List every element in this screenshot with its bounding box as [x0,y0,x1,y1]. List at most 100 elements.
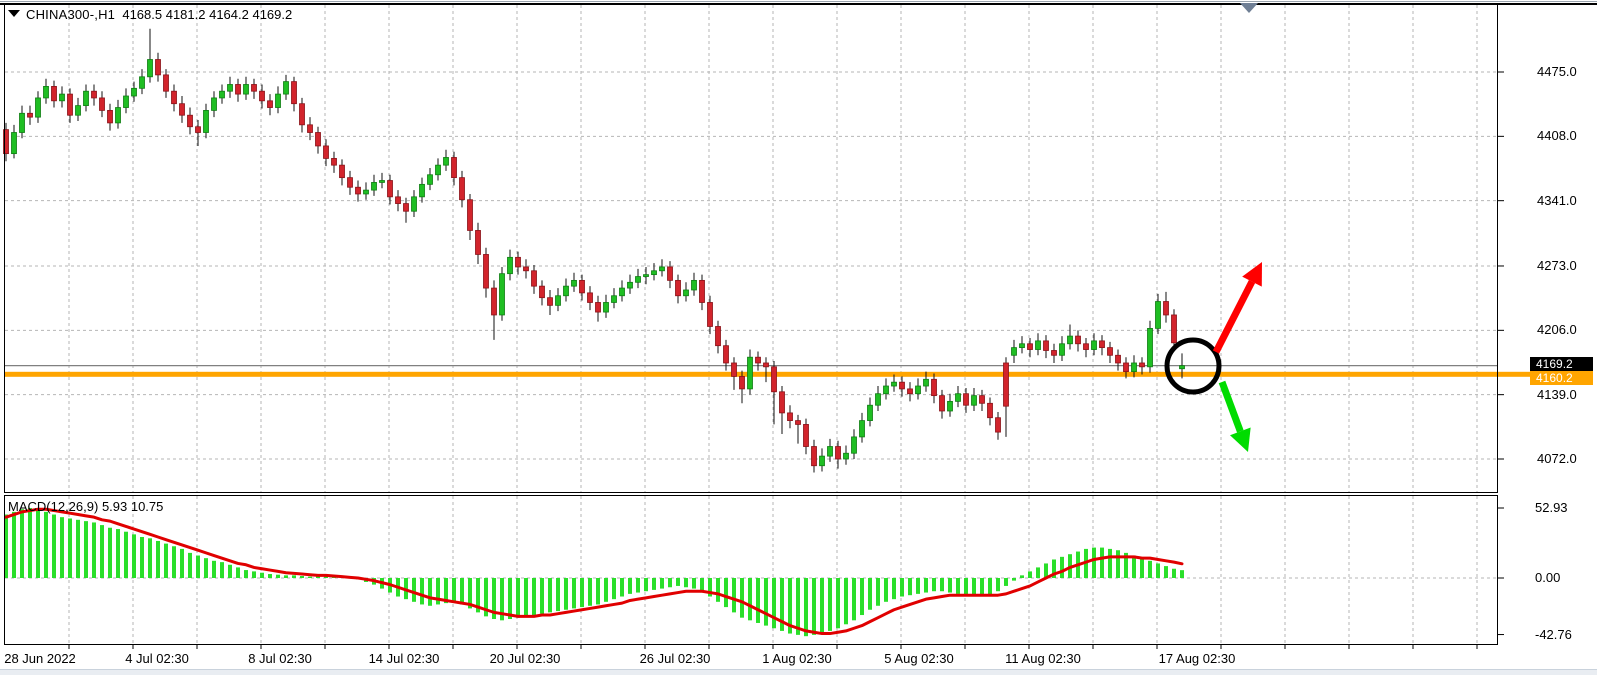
candle-body [139,76,145,89]
macd-histogram-bar [164,543,168,578]
candle-body [315,132,321,147]
time-axis-label: 26 Jul 02:30 [639,651,711,666]
candle-body [691,279,697,291]
candle-body [499,273,505,316]
candle-body [363,189,369,195]
candle-body [891,381,897,387]
chart-shift-marker[interactable] [1240,3,1258,13]
time-axis-label: 8 Jul 02:30 [248,651,312,666]
macd-histogram-bar [516,578,520,618]
time-axis-label: 14 Jul 02:30 [368,651,440,666]
candle-body [547,297,553,306]
symbol-period-label: CHINA300-,H1 [26,7,116,22]
candle-body [83,90,89,107]
macd-histogram-bar [804,578,808,637]
macd-histogram-bar [860,578,864,616]
candle-body [307,124,313,133]
window-bottom-edge [0,669,1597,675]
candle-body [43,86,49,99]
candle-body [243,84,249,95]
candle-body [131,87,137,97]
macd-histogram-bar [796,578,800,635]
macd-histogram-bar [732,578,736,613]
macd-histogram-bar [748,578,752,621]
candle-body [507,256,513,275]
candle-body [267,100,273,108]
macd-histogram-bar [900,578,904,597]
macd-histogram-bar [708,578,712,597]
candle-body [1075,335,1081,345]
candle-body [27,112,33,118]
candle-body [947,400,953,412]
macd-histogram-bar [444,578,448,604]
macd-histogram-bar [28,508,32,578]
candle-body [851,436,857,454]
candle-body [579,279,585,294]
candle-body [907,388,913,395]
macd-histogram-bar [420,578,424,605]
macd-histogram-bar [780,578,784,631]
candle-body [395,196,401,204]
macd-histogram-bar [676,578,680,586]
macd-histogram-bar [252,571,256,578]
macd-histogram-bar [156,540,160,578]
macd-name-label: MACD(12,26,9) [8,499,99,514]
candle-body [275,93,281,108]
macd-histogram-bar [700,578,704,593]
candle-body [803,424,809,447]
candle-body [107,110,113,124]
price-axis-label: 4273.0 [1537,257,1577,273]
macd-histogram-bar [476,578,480,613]
candle-body [1083,343,1089,350]
macd-histogram-bar [260,572,264,578]
macd-histogram-bar [612,578,616,600]
candle-body [763,362,769,368]
price-axis-label: 4341.0 [1537,192,1577,208]
macd-histogram-bar [876,578,880,606]
macd-histogram-bar [460,578,464,605]
macd-histogram-bar [36,510,40,578]
macd-histogram-bar [1044,563,1048,578]
candle-body [675,279,681,297]
candle-body [219,90,225,99]
macd-histogram-bar [1100,547,1104,578]
macd-histogram-bar [228,564,232,578]
bullish-arrow-annotation [1212,279,1256,354]
macd-histogram-bar [20,509,24,578]
candle-body [1163,301,1169,316]
macd-histogram-bar [100,525,104,578]
candle-body [67,93,73,116]
candle-body [875,393,881,406]
hline-price-badge: 4160.2 [1530,371,1593,385]
candle-body [979,395,985,404]
bearish-arrow-annotation [1218,380,1244,433]
macd-histogram-bar [68,518,72,578]
candle-body [1027,343,1033,350]
candle-body [1107,347,1113,356]
candle-body [643,274,649,277]
macd-histogram-bar [1020,575,1024,578]
macd-histogram-bar [76,519,80,578]
macd-histogram-bar [92,522,96,578]
macd-histogram-bar [268,574,272,578]
macd-histogram-bar [724,578,728,608]
macd-histogram-bar [308,576,312,578]
macd-histogram-bar [44,511,48,578]
candle-body [827,446,833,457]
candle-body [483,254,489,289]
symbol-dropdown-icon[interactable] [8,10,20,17]
macd-histogram-bar [572,578,576,609]
macd-histogram-bar [604,578,608,602]
candle-body [323,145,329,159]
macd-axis-label: 52.93 [1535,500,1568,515]
candle-body [627,281,633,289]
macd-histogram-bar [180,548,184,578]
candle-body [603,302,609,313]
macd-histogram-bar [500,578,504,621]
candle-body [731,362,737,377]
candle-body [699,279,705,303]
macd-histogram-bar [628,578,632,594]
macd-histogram-bar [716,578,720,602]
